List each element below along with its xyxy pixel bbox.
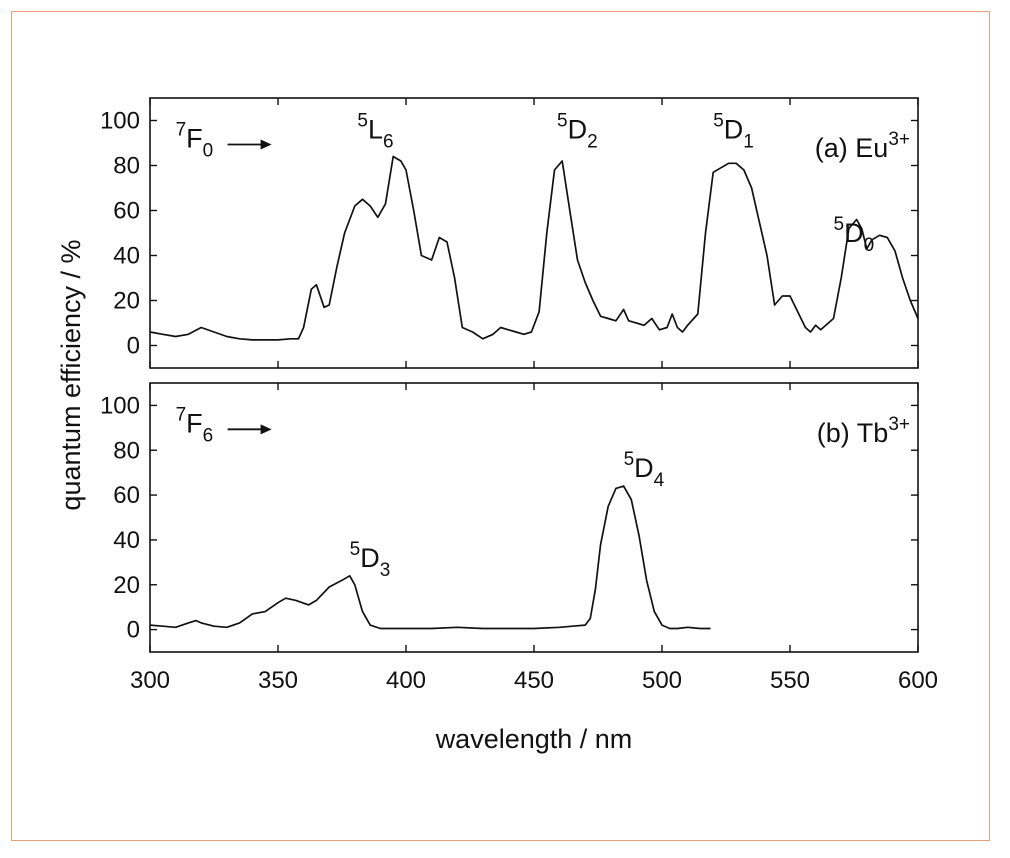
y-tick-label: 20 [113,288,140,315]
annotation-main: D [360,543,380,573]
annotation-5D3: 5D3 [350,539,391,581]
x-tick-label: 300 [130,667,170,694]
series-line [149,485,711,630]
y-tick-label: 100 [100,392,140,419]
annotation-main: F [186,124,203,154]
x-axis-label: wavelength / nm [435,724,633,754]
y-tick-label: 0 [127,617,140,644]
annotation-sup: 5 [557,111,568,132]
x-tick-label: 500 [642,667,682,694]
annotation-sup: 5 [624,449,635,470]
y-tick-label: 40 [113,527,140,554]
annotation-sup: 7 [176,120,187,141]
annotation-sup: 5 [357,111,368,132]
annotation-5D4: 5D4 [624,449,665,491]
y-tick-label: 20 [113,572,140,599]
annotation-7F0: 7F0 [176,120,214,162]
x-tick-label: 450 [514,667,554,694]
y-tick-label: 80 [113,437,140,464]
annotation-7F6: 7F6 [176,404,214,446]
annotation-5L6: 5L6 [357,111,393,153]
panel-label-text: (b) Tb [817,418,889,448]
annotation-main: D [568,115,588,145]
annotation-sub: 0 [864,235,875,256]
figure-frame [11,11,990,841]
annotation-sup: 5 [350,539,361,560]
y-tick-label: 60 [113,482,140,509]
annotation-sup: 7 [176,404,187,425]
series-line [149,155,919,341]
annotation-main: L [368,115,383,145]
y-tick-label: 100 [100,108,140,135]
annotation-5D2: 5D2 [557,111,598,153]
panel-label: (b) Tb3+ [817,414,910,448]
x-tick-label: 550 [770,667,810,694]
annotation-sup: 5 [713,111,724,132]
annotation-main: D [634,453,654,483]
panel-label: (a) Eu3+ [815,129,910,163]
annotation-sub: 4 [654,470,665,491]
annotation-sub: 6 [203,425,214,446]
annotation-5D0: 5D0 [834,214,875,256]
x-tick-label: 350 [258,667,298,694]
annotation-sub: 0 [203,141,214,162]
y-axis-label: quantum efficiency / % [56,239,86,510]
panel-label-text: (a) Eu [815,133,889,163]
y-tick-label: 40 [113,243,140,270]
annotation-5D1: 5D1 [713,111,754,153]
y-tick-label: 60 [113,198,140,225]
annotation-sub: 3 [380,560,391,581]
y-tick-label: 80 [113,153,140,180]
annotation-main: D [724,115,744,145]
arrow-icon [260,139,272,150]
panel-label-sup: 3+ [888,129,910,150]
annotation-main: D [844,218,864,248]
annotation-sub: 2 [587,132,598,153]
x-tick-label: 400 [386,667,426,694]
y-tick-label: 0 [127,333,140,360]
annotation-sup: 5 [834,214,845,235]
panel-label-sup: 3+ [888,414,910,435]
annotation-sub: 1 [743,132,754,153]
annotation-sub: 6 [383,132,394,153]
x-tick-label: 600 [898,667,938,694]
annotation-main: F [186,408,203,438]
arrow-icon [260,424,272,435]
